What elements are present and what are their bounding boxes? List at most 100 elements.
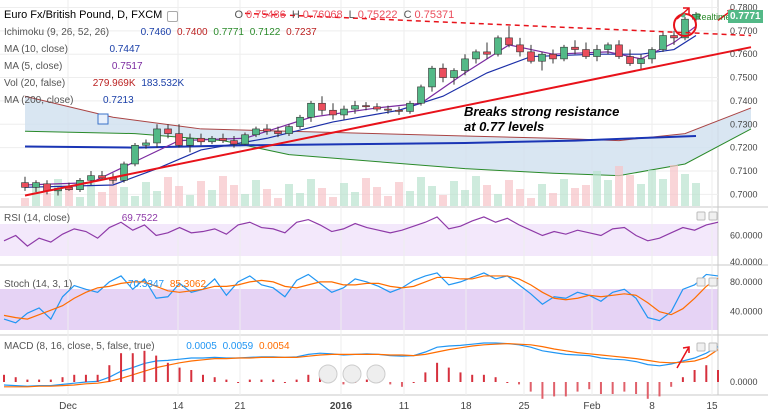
macd-histogram-bar (84, 374, 87, 382)
candle-body (153, 128, 161, 144)
time-tick-label: 15 (706, 401, 718, 412)
stoch-band (0, 289, 718, 330)
pane-control-button[interactable] (708, 211, 718, 221)
annotation-line-2: at 0.77 levels (464, 119, 545, 134)
price-tick-label: 0.7100 (730, 166, 758, 176)
ma200-value: 0.7213 (103, 95, 134, 106)
macd-histogram-bar (213, 377, 216, 382)
volume-bar (208, 190, 216, 206)
legend-rsi[interactable]: RSI (14, close) 69.7522 (4, 213, 161, 225)
candle (494, 35, 502, 57)
scroll-right-button[interactable] (366, 364, 386, 384)
ma10-value: 0.7447 (109, 44, 141, 55)
candle (164, 124, 172, 139)
candle (659, 30, 667, 52)
pane-control-button[interactable] (696, 277, 706, 287)
volume-bar (593, 171, 601, 206)
candle (560, 44, 568, 62)
candle (208, 135, 216, 145)
macd-histogram-bar (436, 362, 439, 382)
volume-bar (230, 185, 238, 206)
candle-body (538, 53, 546, 62)
macd-histogram-bar (108, 365, 111, 382)
ichimoku-value-2: 0.7400 (177, 27, 208, 38)
candle (637, 54, 645, 71)
volume-bar (648, 170, 656, 206)
macd-histogram-bar (155, 355, 158, 382)
candle-body (21, 182, 29, 188)
macd-histogram-bar (26, 379, 29, 382)
volume-bar (450, 181, 458, 206)
candle-body (142, 142, 150, 146)
candle-body (560, 46, 568, 60)
candle (615, 40, 623, 59)
chart-annotation: Breaks strong resistance at 0.77 levels (464, 104, 619, 134)
volume-bar (659, 179, 667, 206)
candle-body (472, 51, 480, 60)
pane-control-button[interactable] (696, 342, 706, 352)
candle-body (681, 18, 689, 39)
macd-histogram-bar (717, 370, 719, 382)
time-tick-label: 21 (234, 401, 246, 412)
pane-control-button[interactable] (696, 211, 706, 221)
time-tick-label: 11 (399, 401, 410, 412)
candle (351, 100, 359, 114)
rsi-value: 69.7522 (121, 213, 158, 224)
candle-body (527, 51, 535, 62)
volume-bar (285, 184, 293, 206)
time-tick-label: 25 (518, 401, 530, 412)
legend-ma5[interactable]: MA (5, close) 0.7517 (4, 61, 146, 73)
candle-body (131, 144, 139, 165)
ohlc-low-label: L (348, 9, 355, 21)
legend-ma200[interactable]: MA (200, close) 0.7213 (4, 95, 137, 107)
time-tick-label: Feb (583, 401, 601, 412)
ichimoku-value-5: 0.7237 (286, 27, 317, 38)
candle-body (516, 44, 524, 53)
macd-histogram-bar (190, 370, 193, 382)
candle (439, 63, 447, 83)
macd-histogram-bar (400, 382, 403, 387)
candle (384, 105, 392, 114)
macd-histogram-bar (564, 382, 567, 397)
macd-arrow-head (682, 346, 690, 353)
legend-stoch[interactable]: Stoch (14, 3, 1) 70.3347 85.3062 (4, 279, 209, 291)
legend-macd[interactable]: MACD (8, 16, close, 5, false, true) 0.00… (4, 341, 293, 353)
candle (428, 65, 436, 92)
ma200-name: MA (200, close) (4, 95, 74, 106)
candle (175, 124, 183, 148)
macd-histogram-bar (658, 382, 661, 397)
volume-bar (362, 178, 370, 206)
volume-bar (340, 183, 348, 206)
volume-bar (461, 190, 469, 206)
ma10-name: MA (10, close) (4, 44, 68, 55)
legend-ma10[interactable]: MA (10, close) 0.7447 (4, 44, 143, 56)
scroll-left-button[interactable] (318, 364, 338, 384)
macd-histogram-bar (283, 382, 286, 383)
support-line (24, 46, 752, 197)
candle-body (241, 134, 249, 145)
macd-histogram-bar (260, 379, 263, 382)
oscillator-panes (3, 7, 719, 399)
macd-histogram-bar (447, 367, 450, 382)
price-tick-label: 0.7800 (730, 3, 758, 13)
pane-control-button[interactable] (708, 342, 718, 352)
volume-bar (186, 195, 194, 206)
legend-volume[interactable]: Vol (20, false) 279.969K 183.532K (4, 78, 187, 90)
price-tick-label: 0.7600 (730, 49, 758, 59)
symbol-header: Euro Fx/British Pound, D, FXCM O 0.75486 … (4, 9, 457, 21)
candle-body (549, 53, 557, 60)
legend-ichimoku[interactable]: Ichimoku (9, 26, 52, 26) 0.7460 0.7400 0… (4, 27, 320, 39)
candle (483, 42, 491, 59)
candle (241, 132, 249, 146)
candle-body (307, 102, 315, 118)
volume-bar (626, 175, 634, 206)
pane-control-button[interactable] (708, 277, 718, 287)
symbol-settings-button[interactable] (167, 11, 178, 22)
scroll-reset-button[interactable] (342, 364, 362, 384)
time-tick-label: Dec (59, 401, 77, 412)
price-arrow-head (683, 7, 690, 14)
ohlc-high-label: H (291, 9, 300, 21)
macd-histogram-bar (201, 374, 204, 382)
signal-line (4, 342, 719, 388)
